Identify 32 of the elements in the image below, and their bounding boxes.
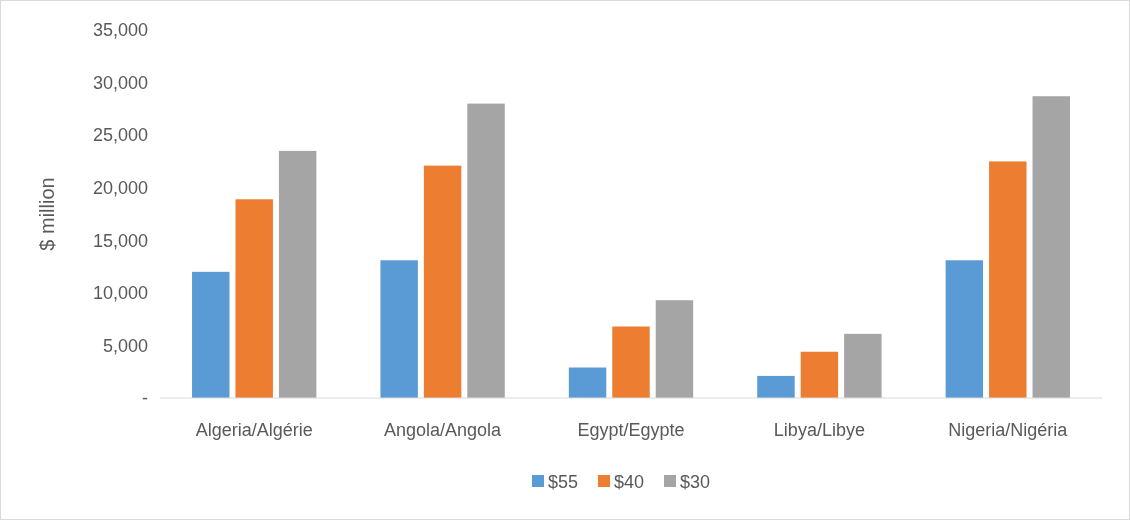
y-tick-label: 20,000	[92, 178, 148, 199]
bar	[235, 199, 273, 398]
x-tick-label: Libya/Libye	[773, 420, 865, 440]
bar	[757, 375, 795, 398]
y-axis-title: $ million	[36, 177, 58, 251]
y-tick-label: 25,000	[92, 125, 148, 146]
x-tick-label: Egypt/Egypte	[577, 420, 685, 440]
bar	[380, 260, 418, 398]
y-tick-label: 5,000	[102, 335, 148, 356]
y-tick-label: 30,000	[92, 72, 148, 93]
bar	[844, 333, 882, 398]
bar	[655, 300, 694, 398]
bar	[800, 351, 839, 398]
bar	[423, 165, 462, 398]
bar	[568, 367, 607, 398]
bar	[278, 150, 317, 398]
bar	[989, 161, 1027, 398]
y-tick-label: 10,000	[92, 283, 148, 304]
x-tick-label: Angola/Angola	[384, 420, 503, 440]
y-tick-label: 35,000	[92, 20, 148, 41]
legend-label: $30	[680, 472, 711, 493]
legend-label: $55	[548, 472, 579, 493]
bar	[192, 271, 230, 398]
bar	[945, 260, 984, 398]
bar	[612, 326, 650, 398]
x-tick-label: Algeria/Algérie	[195, 420, 313, 440]
legend-label: $40	[614, 472, 645, 493]
bar	[467, 103, 505, 398]
bar	[1032, 96, 1070, 398]
y-tick-label: -	[142, 388, 148, 409]
y-tick-label: 15,000	[92, 230, 148, 251]
x-tick-label: Nigeria/Nigéria	[948, 420, 1069, 440]
